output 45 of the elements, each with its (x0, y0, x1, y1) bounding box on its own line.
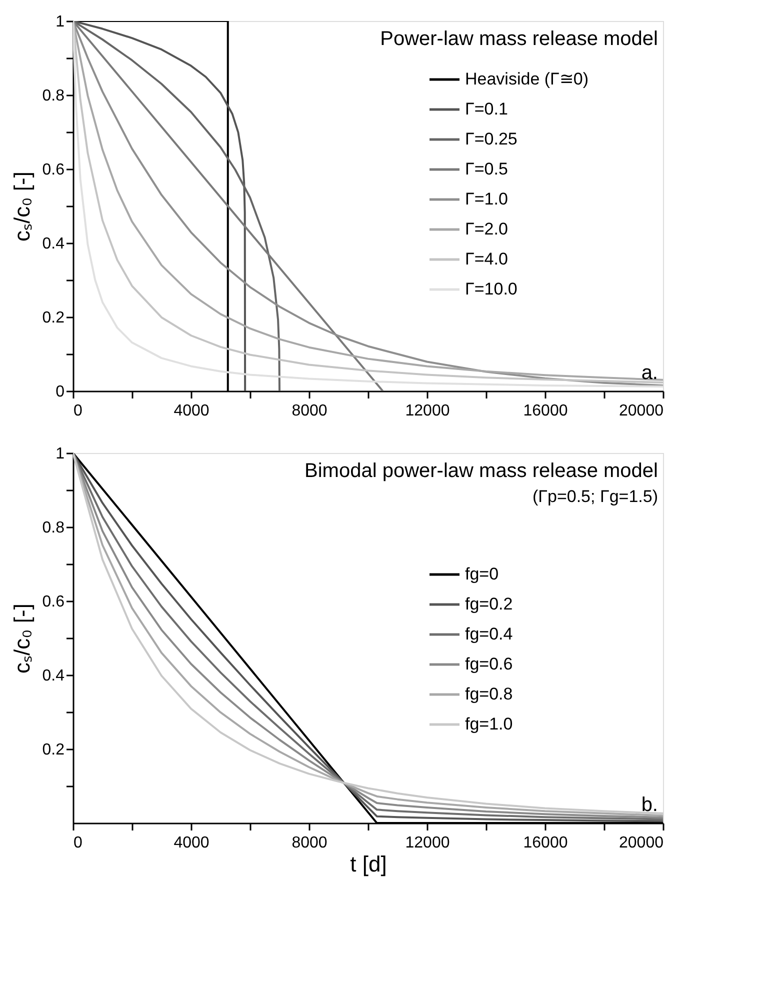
legend-label: Heaviside (Γ≅0) (465, 70, 589, 88)
legend-title: Bimodal power-law mass release model (304, 460, 658, 482)
x-tick-label: 12000 (405, 402, 450, 420)
y-tick-label: 0.2 (42, 310, 65, 326)
legend-label: Γ=0.1 (465, 100, 508, 118)
legend-label: fg=0.4 (465, 624, 513, 644)
legend-label: Γ=4.0 (465, 250, 508, 268)
y-tick-label: 0.6 (42, 594, 65, 610)
x-tick-label: 16000 (523, 402, 568, 420)
legend-label: Γ=2.0 (465, 220, 508, 238)
x-tick-label: 0 (74, 834, 82, 852)
x-tick-label: 0 (74, 402, 82, 420)
y-axis-title: cₛ/c₀ [-] (9, 172, 34, 242)
x-tick-label: 16000 (523, 834, 568, 852)
legend-label: Γ=0.5 (465, 160, 508, 178)
y-tick-label: 0.6 (42, 162, 65, 178)
legend-label: fg=0.8 (465, 684, 513, 704)
legend-label: fg=0.2 (465, 594, 513, 614)
y-tick-label: 1 (56, 14, 65, 30)
y-tick-label: 1 (56, 446, 65, 462)
y-tick-label: 0.8 (42, 88, 65, 104)
y-tick-label: 0.8 (42, 520, 65, 536)
legend-label: fg=1.0 (465, 714, 513, 734)
x-tick-label: 8000 (292, 834, 328, 852)
y-tick-label: 0.2 (42, 742, 65, 758)
y-tick-label: 0.4 (42, 668, 65, 684)
legend-title: Power-law mass release model (380, 28, 658, 50)
x-tick-label: 4000 (174, 402, 210, 420)
legend-label: fg=0 (465, 564, 499, 584)
annotation: (Γp=0.5; Γg=1.5) (532, 487, 658, 506)
y-tick-label: 0.4 (42, 236, 65, 252)
x-tick-label: 4000 (174, 834, 210, 852)
x-tick-label: 8000 (292, 402, 328, 420)
legend-label: Γ=1.0 (465, 190, 508, 208)
y-axis-title: cₛ/c₀ [-] (9, 604, 34, 674)
y-tick-label: 0 (56, 384, 65, 400)
annotation: a. (641, 362, 658, 384)
legend-label: Γ=0.25 (465, 130, 518, 148)
x-tick-label: 20000 (619, 402, 664, 420)
annotation: b. (641, 794, 658, 816)
x-axis-title: t [d] (350, 852, 387, 876)
x-tick-label: 20000 (619, 834, 664, 852)
legend-label: Γ=10.0 (465, 280, 518, 298)
x-tick-label: 12000 (405, 834, 450, 852)
legend-label: fg=0.6 (465, 654, 513, 674)
